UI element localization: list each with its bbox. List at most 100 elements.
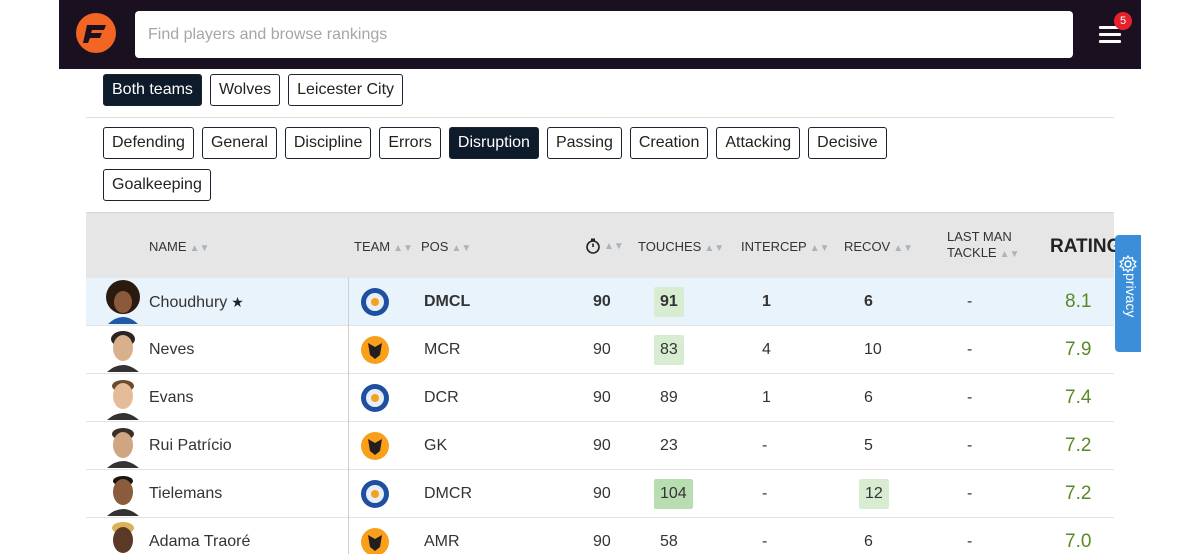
last-man-cell: -: [967, 293, 973, 310]
touches-cell: 83: [654, 326, 684, 374]
category-tabs-row2: Goalkeeping: [103, 169, 211, 201]
match-stats-panel: Both teams Wolves Leicester City Defendi…: [86, 69, 1134, 554]
privacy-label[interactable]: privacy: [1123, 273, 1139, 318]
last-man-cell: -: [967, 437, 973, 454]
column-header-team[interactable]: TEAM ▲▼: [354, 239, 413, 257]
team-filter-group: Both teams Wolves Leicester City: [103, 74, 404, 106]
column-header-pos-label: POS: [421, 239, 449, 254]
table-row[interactable]: Evans DCR 90 89 1 6 - 7.4: [86, 374, 1114, 422]
privacy-tab[interactable]: [1115, 235, 1141, 352]
player-name: Evans: [149, 389, 194, 406]
player-name-cell[interactable]: Adama Traoré: [149, 518, 250, 554]
column-header-intercep-label: INTERCEP: [741, 239, 807, 254]
table-row[interactable]: Adama Traoré AMR 90 58 - 6 - 7.0: [86, 518, 1114, 554]
recov-cell: 6: [864, 293, 873, 310]
filter-both-teams[interactable]: Both teams: [103, 74, 202, 106]
hamburger-menu-icon[interactable]: [1099, 24, 1123, 44]
divider: [86, 117, 1114, 118]
tab-decisive[interactable]: Decisive: [808, 127, 887, 159]
gear-icon: [1119, 255, 1137, 273]
tab-goalkeeping[interactable]: Goalkeeping: [103, 169, 211, 201]
touches-cell: 104: [654, 470, 693, 518]
position-cell: AMR: [424, 533, 460, 550]
minutes-cell: 90: [593, 293, 611, 310]
player-name: Neves: [149, 341, 195, 358]
tab-general[interactable]: General: [201, 127, 277, 159]
player-name-cell[interactable]: Tielemans: [149, 470, 222, 518]
tab-passing[interactable]: Passing: [546, 127, 622, 159]
touches-cell: 91: [654, 278, 684, 326]
column-separator: [348, 278, 349, 326]
leicester-crest-icon: [361, 480, 389, 508]
player-name-cell[interactable]: Rui Patrício: [149, 422, 232, 470]
rating-cell: 7.0: [1065, 531, 1092, 552]
tab-creation[interactable]: Creation: [629, 127, 709, 159]
player-name-cell[interactable]: Evans: [149, 374, 193, 422]
sort-icon: ▲▼: [704, 243, 725, 254]
leicester-crest-icon: [361, 384, 389, 412]
rating-cell: 7.4: [1065, 387, 1092, 408]
tab-disruption[interactable]: Disruption: [448, 127, 539, 159]
player-name-cell[interactable]: Choudhury ★: [149, 278, 244, 326]
filter-wolves[interactable]: Wolves: [209, 74, 281, 106]
column-header-last-man-line1: LAST MAN: [947, 229, 1012, 244]
wolves-crest-icon: [361, 528, 389, 554]
table-row[interactable]: Choudhury ★ DMCL 90 91 1 6 - 8.1: [86, 278, 1114, 326]
table-row[interactable]: Neves MCR 90 83 4 10 - 7.9: [86, 326, 1114, 374]
player-avatar: [112, 522, 134, 553]
table-row[interactable]: Tielemans DMCR 90 104 - 12 - 7.2: [86, 470, 1114, 518]
leicester-crest-icon: [361, 288, 389, 316]
position-cell: DMCR: [424, 485, 472, 502]
category-tabs: Defending General Discipline Errors Disr…: [103, 127, 887, 159]
player-name: Tielemans: [149, 485, 223, 502]
wolves-crest-icon: [361, 432, 389, 460]
wolves-crest-icon: [361, 336, 389, 364]
rating-cell: 7.2: [1065, 435, 1092, 456]
column-header-name[interactable]: NAME ▲▼: [149, 239, 209, 257]
top-header: 5: [59, 0, 1141, 69]
intercep-cell: -: [762, 485, 768, 502]
player-avatar: [106, 280, 140, 324]
column-separator: [348, 374, 349, 422]
column-header-last-man-tackle[interactable]: LAST MAN TACKLE ▲▼: [947, 229, 1019, 263]
search-input[interactable]: [135, 11, 1073, 58]
touches-value: 91: [654, 287, 684, 317]
sort-icon: ▲▼: [189, 243, 210, 254]
column-header-intercep[interactable]: INTERCEP ▲▼: [741, 239, 830, 257]
last-man-cell: -: [967, 485, 973, 502]
tab-attacking[interactable]: Attacking: [716, 127, 801, 159]
sort-icon: ▲▼: [393, 243, 413, 254]
column-header-rating-label: RATING: [1050, 236, 1122, 257]
intercep-cell: 4: [762, 341, 771, 358]
stopwatch-icon: [586, 238, 600, 254]
player-avatar: [107, 331, 139, 372]
tab-discipline[interactable]: Discipline: [284, 127, 372, 159]
site-logo-icon[interactable]: [75, 12, 117, 54]
tab-defending[interactable]: Defending: [103, 127, 194, 159]
recov-cell: 6: [864, 389, 873, 406]
recov-cell: 5: [864, 437, 873, 454]
column-header-touches[interactable]: TOUCHES ▲▼: [638, 239, 724, 257]
column-header-team-label: TEAM: [354, 239, 391, 254]
recov-value: 12: [859, 479, 889, 509]
table-row[interactable]: Rui Patrício GK 90 23 - 5 - 7.2: [86, 422, 1114, 470]
filter-leicester-city[interactable]: Leicester City: [288, 74, 404, 106]
player-name-cell[interactable]: Neves: [149, 326, 194, 374]
rating-cell: 7.2: [1065, 483, 1092, 504]
position-cell: GK: [424, 437, 448, 454]
column-header-minutes[interactable]: ▲▼: [585, 237, 624, 255]
touches-cell: 89: [660, 389, 678, 406]
minutes-cell: 90: [593, 437, 611, 454]
table-header: NAME ▲▼ TEAM ▲▼ POS ▲▼ ▲▼ TOUCHES ▲▼ INTERCE…: [86, 212, 1134, 278]
rating-cell: 7.9: [1065, 339, 1092, 360]
column-header-pos[interactable]: POS ▲▼: [421, 239, 471, 257]
column-header-recov[interactable]: RECOV ▲▼: [844, 239, 913, 257]
column-separator: [348, 470, 349, 518]
intercep-cell: 1: [762, 293, 771, 310]
tab-errors[interactable]: Errors: [379, 127, 441, 159]
column-header-touches-label: TOUCHES: [638, 239, 702, 254]
column-separator: [348, 422, 349, 470]
touches-cell: 23: [660, 437, 678, 454]
player-name: Choudhury: [149, 294, 228, 311]
